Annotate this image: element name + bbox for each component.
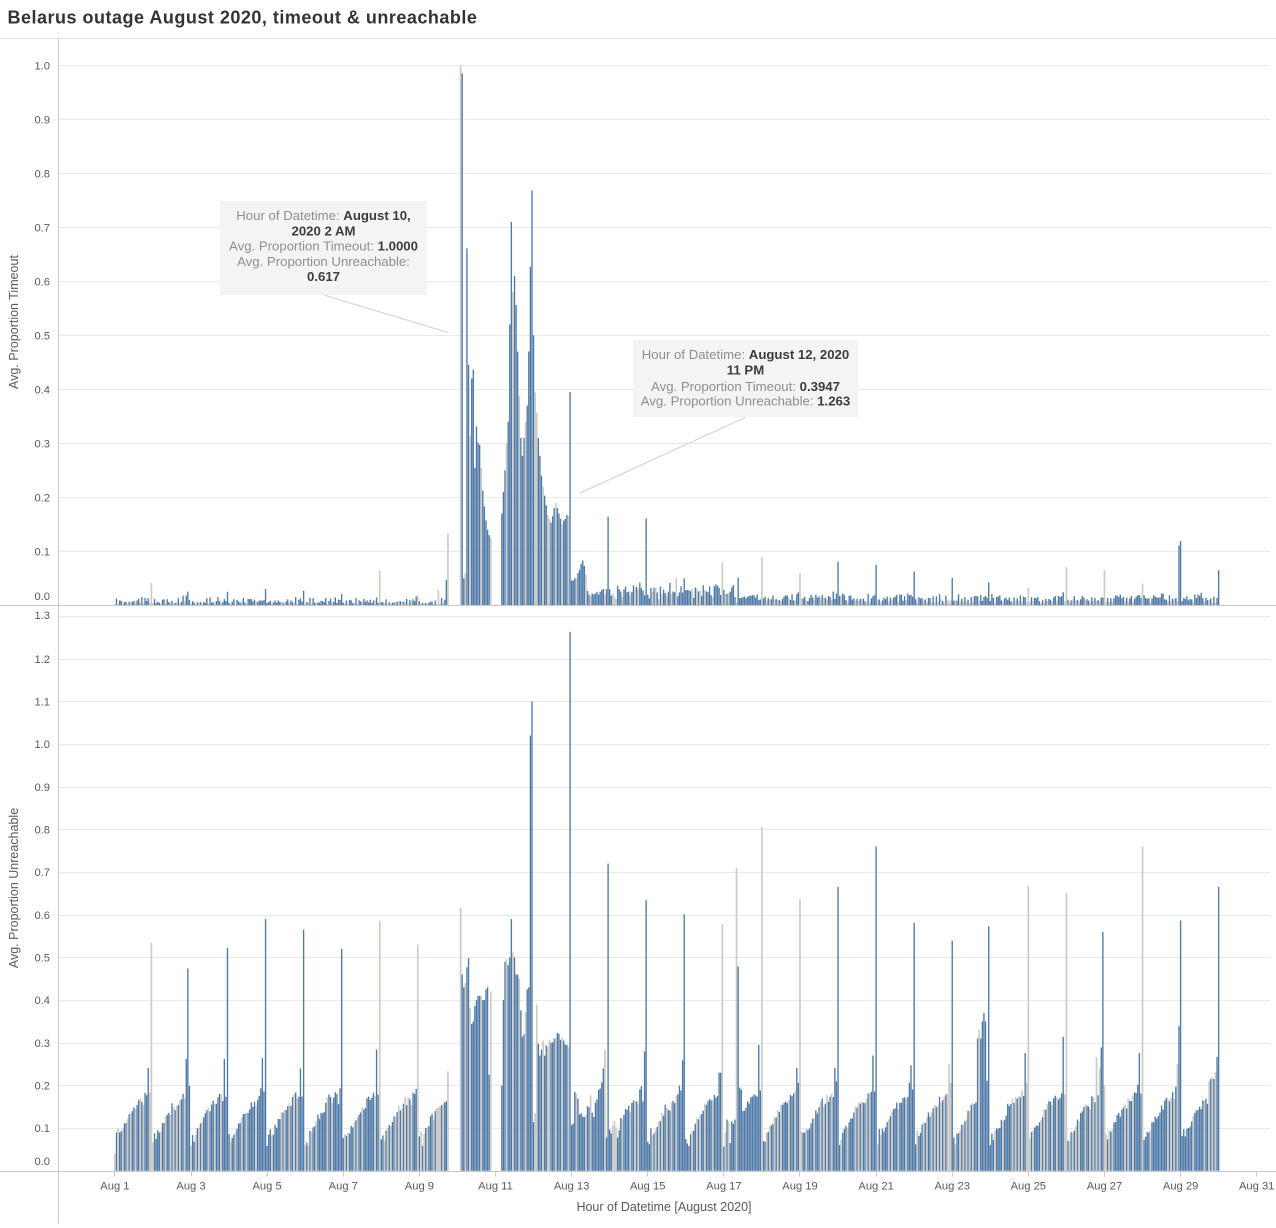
svg-text:Aug 1: Aug 1 bbox=[100, 1181, 129, 1193]
svg-text:0.4: 0.4 bbox=[34, 995, 50, 1007]
svg-text:Avg. Proportion Unreachable:: Avg. Proportion Unreachable: bbox=[237, 254, 410, 269]
svg-text:Avg. Proportion Timeout: Avg. Proportion Timeout bbox=[7, 255, 21, 389]
svg-text:11 PM: 11 PM bbox=[727, 362, 764, 377]
svg-text:1.1: 1.1 bbox=[34, 696, 50, 708]
svg-text:0.9: 0.9 bbox=[34, 782, 50, 794]
svg-text:0.7: 0.7 bbox=[34, 222, 50, 234]
svg-text:Aug 9: Aug 9 bbox=[405, 1181, 434, 1193]
svg-text:0.1: 0.1 bbox=[34, 546, 50, 558]
svg-text:1.0: 1.0 bbox=[34, 739, 50, 751]
svg-text:Aug 11: Aug 11 bbox=[478, 1181, 513, 1193]
svg-text:Aug 19: Aug 19 bbox=[782, 1181, 817, 1193]
svg-text:0.2: 0.2 bbox=[34, 492, 50, 504]
svg-text:0.1: 0.1 bbox=[34, 1123, 50, 1135]
svg-text:Belarus outage August 2020, ti: Belarus outage August 2020, timeout & un… bbox=[8, 8, 478, 28]
svg-text:Aug 7: Aug 7 bbox=[329, 1181, 358, 1193]
svg-text:Avg. Proportion Timeout: 0.394: Avg. Proportion Timeout: 0.3947 bbox=[651, 379, 840, 394]
svg-text:1.0: 1.0 bbox=[34, 60, 50, 72]
svg-text:0.2: 0.2 bbox=[34, 1080, 50, 1092]
svg-text:2020 2 AM: 2020 2 AM bbox=[291, 223, 355, 238]
svg-text:Aug 27: Aug 27 bbox=[1087, 1181, 1122, 1193]
svg-text:Hour of Datetime [August 2020]: Hour of Datetime [August 2020] bbox=[576, 1200, 751, 1214]
svg-text:Avg. Proportion Unreachable: 1: Avg. Proportion Unreachable: 1.263 bbox=[641, 393, 850, 408]
svg-text:Aug 5: Aug 5 bbox=[252, 1181, 281, 1193]
svg-text:0.617: 0.617 bbox=[307, 269, 340, 284]
svg-text:Aug 13: Aug 13 bbox=[554, 1181, 589, 1193]
svg-text:0.7: 0.7 bbox=[34, 867, 50, 879]
svg-text:0.6: 0.6 bbox=[34, 910, 50, 922]
svg-text:0.5: 0.5 bbox=[34, 330, 50, 342]
svg-text:Aug 21: Aug 21 bbox=[858, 1181, 893, 1193]
svg-text:0.3: 0.3 bbox=[34, 1038, 50, 1050]
svg-text:0.0: 0.0 bbox=[34, 1156, 50, 1168]
svg-text:0.4: 0.4 bbox=[34, 384, 50, 396]
svg-text:0.8: 0.8 bbox=[34, 168, 50, 180]
svg-text:Avg. Proportion Unreachable: Avg. Proportion Unreachable bbox=[7, 808, 21, 968]
svg-text:Hour of Datetime: August 12, 2: Hour of Datetime: August 12, 2020 bbox=[642, 347, 849, 362]
svg-text:Aug 23: Aug 23 bbox=[934, 1181, 969, 1193]
svg-text:0.3: 0.3 bbox=[34, 438, 50, 450]
svg-text:Hour of Datetime: August 10,: Hour of Datetime: August 10, bbox=[236, 208, 410, 223]
svg-text:1.2: 1.2 bbox=[34, 654, 50, 666]
svg-text:1.3: 1.3 bbox=[34, 610, 50, 622]
svg-text:0.0: 0.0 bbox=[34, 591, 50, 603]
svg-text:0.9: 0.9 bbox=[34, 114, 50, 126]
svg-text:Aug 3: Aug 3 bbox=[176, 1181, 205, 1193]
svg-text:0.6: 0.6 bbox=[34, 276, 50, 288]
svg-text:0.5: 0.5 bbox=[34, 952, 50, 964]
svg-text:Aug 15: Aug 15 bbox=[630, 1181, 665, 1193]
svg-text:Aug 25: Aug 25 bbox=[1011, 1181, 1046, 1193]
svg-text:0.8: 0.8 bbox=[34, 824, 50, 836]
svg-text:Avg. Proportion Timeout: 1.000: Avg. Proportion Timeout: 1.0000 bbox=[229, 239, 418, 254]
svg-text:Aug 29: Aug 29 bbox=[1163, 1181, 1198, 1193]
svg-text:Aug 17: Aug 17 bbox=[706, 1181, 741, 1193]
svg-text:Aug 31: Aug 31 bbox=[1239, 1181, 1274, 1193]
